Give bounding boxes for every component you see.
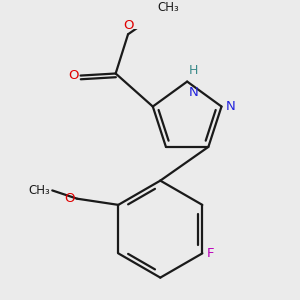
Text: O: O	[64, 192, 75, 205]
Text: CH₃: CH₃	[28, 184, 50, 197]
Text: O: O	[123, 19, 133, 32]
Text: O: O	[68, 69, 79, 82]
Text: H: H	[189, 64, 199, 77]
Text: N: N	[189, 86, 199, 99]
Text: N: N	[226, 100, 236, 113]
Text: CH₃: CH₃	[157, 1, 179, 14]
Text: F: F	[206, 247, 214, 260]
